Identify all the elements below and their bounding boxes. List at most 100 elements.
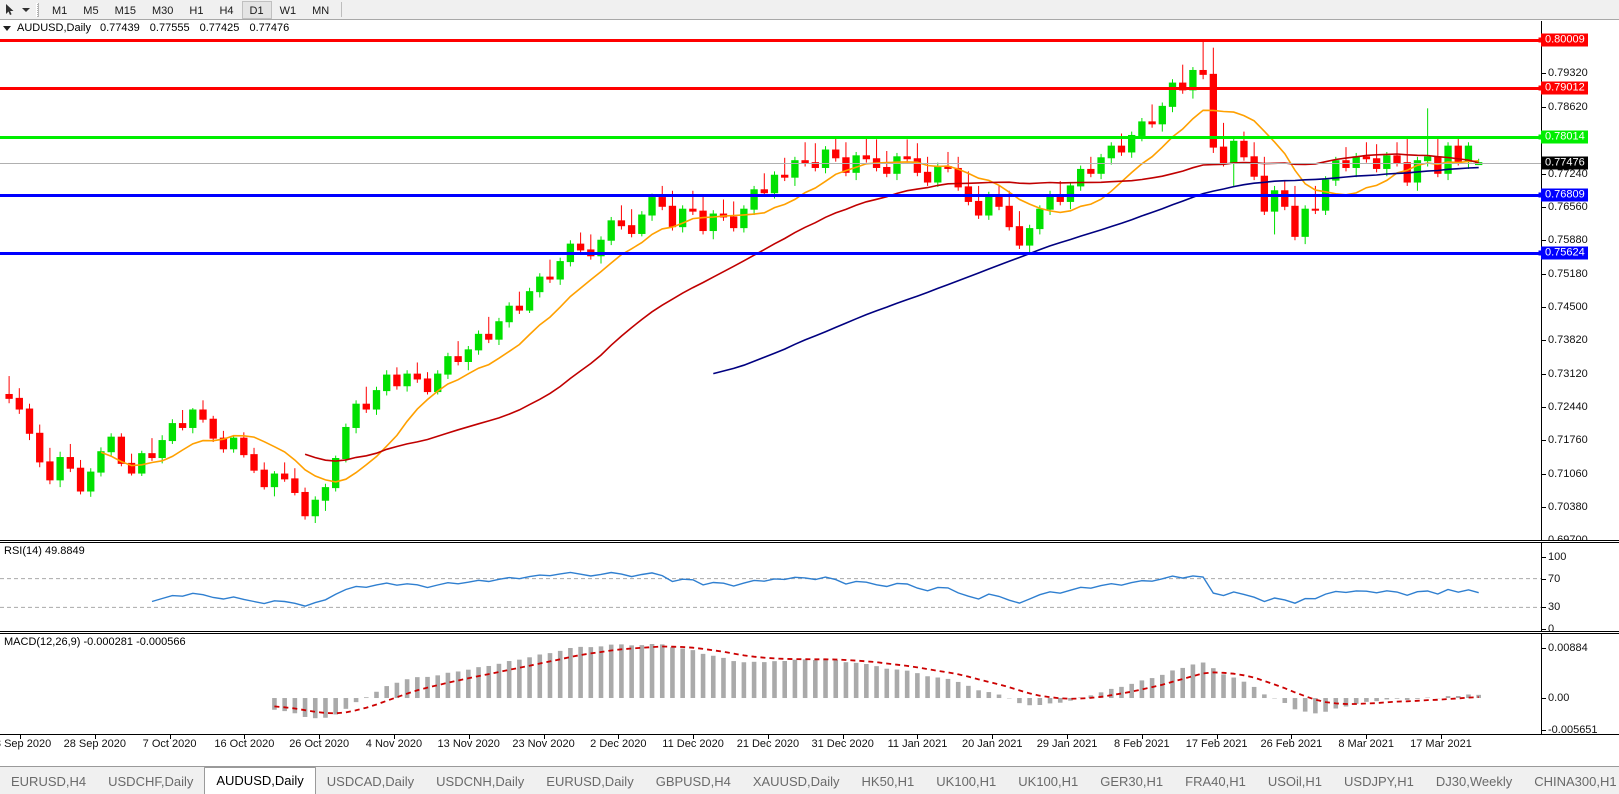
rsi-tick [1541,557,1546,558]
rsi-tick [1541,578,1546,580]
timeframe-m30[interactable]: M30 [151,4,174,17]
timeframe-mn[interactable]: MN [312,4,330,17]
timeframe-d1[interactable]: D1 [241,0,272,19]
ohlc-close: 0.77476 [249,22,290,34]
macd-tick [1541,648,1546,649]
price-level-tag[interactable]: 0.80009 [1541,33,1588,47]
macd-tick [1541,730,1546,731]
date-tick [319,735,321,739]
price-tick-label: 0.70380 [1548,501,1588,514]
chart-tab-gbpusd-h4[interactable]: GBPUSD,H4 [655,774,731,789]
price-tick [1541,440,1546,442]
price-tick [1541,174,1546,176]
date-tick-label: 11 Jan 2021 [887,738,948,750]
macd-title: MACD(12,26,9) -0.000281 -0.000566 [4,636,186,648]
chart-tab-usdchf-daily[interactable]: USDCHF,Daily [108,774,194,789]
price-level-tag[interactable]: 0.75624 [1541,246,1588,260]
chart-tab-ger30-h1[interactable]: GER30,H1 [1100,774,1164,789]
ohlc-readout: 0.77439 0.77555 0.77425 0.77476 [100,22,296,34]
date-axis[interactable]: 18 Sep 2020 28 Sep 2020 7 Oct 2020 16 Oct 2… [0,734,1619,754]
cursor-tool-button[interactable] [0,1,33,19]
date-tick-label: 31 Dec 2020 [811,738,874,750]
price-level-line-red[interactable] [0,38,1541,42]
chart-tab-dj30-weekly[interactable]: DJ30,Weekly [1435,774,1513,789]
timeframe-m1[interactable]: M1 [52,4,68,17]
rsi-tick-label: 100 [1548,551,1567,563]
price-tick [1541,307,1546,309]
macd-signal-line [274,645,1479,715]
rsi-tick-label: 30 [1548,601,1561,614]
price-level-tag[interactable]: 0.76809 [1541,188,1588,202]
date-tick [169,735,171,739]
chart-tab-bar: EURUSD,H4 USDCHF,Daily AUDUSD,Daily USDCAD,… [0,766,1619,794]
toolbar-separator [341,2,343,17]
timeframe-m5[interactable]: M5 [83,4,99,17]
triangle-down-icon[interactable] [3,25,11,31]
price-level-line-red[interactable] [0,87,1541,91]
chart-tab-usdcad-daily[interactable]: USDCAD,Daily [326,774,415,789]
price-tick [1541,274,1546,276]
chevron-down-icon[interactable] [22,7,30,12]
chart-tab-eurusd-daily[interactable]: EURUSD,Daily [546,774,634,789]
macd-plot-area[interactable] [0,634,1541,734]
chart-tab-hk50-h1[interactable]: HK50,H1 [861,774,915,789]
price-tick-label: 0.78620 [1548,101,1588,114]
date-tick [917,735,919,739]
current-price-line[interactable] [0,162,1541,164]
rsi-panel[interactable]: RSI(14) 49.8849 100 70 30 0 [0,543,1619,635]
chart-tab-usdjpy-h1[interactable]: USDJPY,H1 [1344,774,1414,789]
price-level-line-blue[interactable] [0,251,1541,255]
date-tick-label: 4 Nov 2020 [365,738,423,750]
price-level-tag[interactable]: 0.79012 [1541,81,1588,95]
rsi-line [151,571,1479,607]
rsi-plot-area[interactable] [0,543,1541,631]
price-tick [1541,240,1546,242]
price-level-line-blue[interactable] [0,194,1541,198]
price-tick-label: 0.73820 [1548,334,1588,347]
price-tick-label: 0.76560 [1548,201,1588,214]
macd-panel[interactable]: MACD(12,26,9) -0.000281 -0.000566 0.0088… [0,634,1619,736]
ma-fast-line [100,109,1479,483]
timeframe-h4[interactable]: H4 [219,4,234,17]
date-tick [992,735,994,739]
date-tick [1067,735,1069,739]
chart-tab-uk100-h1[interactable]: UK100,H1 [1018,774,1079,789]
date-tick-label: 26 Oct 2020 [289,738,350,750]
timeframe-h1[interactable]: H1 [189,4,204,17]
price-plot-area[interactable] [0,21,1541,540]
date-tick-label: 2 Dec 2020 [590,738,647,750]
chart-tab-audusd-daily[interactable]: AUDUSD,Daily [204,767,316,794]
macd-tick-label: 0.00884 [1548,642,1588,654]
date-tick [1441,735,1442,739]
timeframe-w1[interactable]: W1 [279,4,297,17]
toolbar-grip[interactable] [36,2,39,17]
chart-tab-xauusd-daily[interactable]: XAUUSD,Daily [752,774,840,789]
date-tick [468,735,470,739]
date-tick [94,735,96,739]
price-tick-label: 0.71760 [1548,434,1588,447]
current-price-tag[interactable]: 0.77476 [1541,156,1588,170]
date-tick [693,735,695,739]
price-tick-label: 0.77240 [1548,168,1588,181]
price-level-line-green[interactable] [0,135,1541,139]
price-tick [1541,407,1546,409]
timeframe-toolbar: M1 M5 M15 M30 H1 H4 D1 W1 MN [0,0,1619,20]
date-tick-label: 26 Feb 2021 [1260,738,1323,750]
chart-tab-usoil-h1[interactable]: USOil,H1 [1267,774,1323,789]
date-tick-label: 13 Nov 2020 [437,738,500,750]
date-tick-label: 23 Nov 2020 [512,738,575,750]
chart-tab-usdcnh-daily[interactable]: USDCNH,Daily [436,774,525,789]
chart-tab-fra40-h1[interactable]: FRA40,H1 [1185,774,1246,789]
price-chart-panel[interactable]: 0.79320 0.78620 0.77940 0.77240 0.76560 0.758… [0,21,1619,546]
chart-tab-china300-h1[interactable]: CHINA300,H1 [1534,774,1617,789]
price-tick-label: 0.74500 [1548,301,1588,314]
timeframe-m15[interactable]: M15 [114,4,136,17]
price-tick-label: 0.71060 [1548,468,1588,481]
macd-panel-divider [0,631,1619,634]
price-tick-label: 0.75180 [1548,268,1588,281]
price-level-tag[interactable]: 0.78014 [1541,130,1588,144]
chart-tab-eurusd-h4[interactable]: EURUSD,H4 [11,774,87,789]
date-tick [1366,735,1368,739]
rsi-tick [1541,607,1546,609]
chart-tab-uk100-h1[interactable]: UK100,H1 [936,774,997,789]
